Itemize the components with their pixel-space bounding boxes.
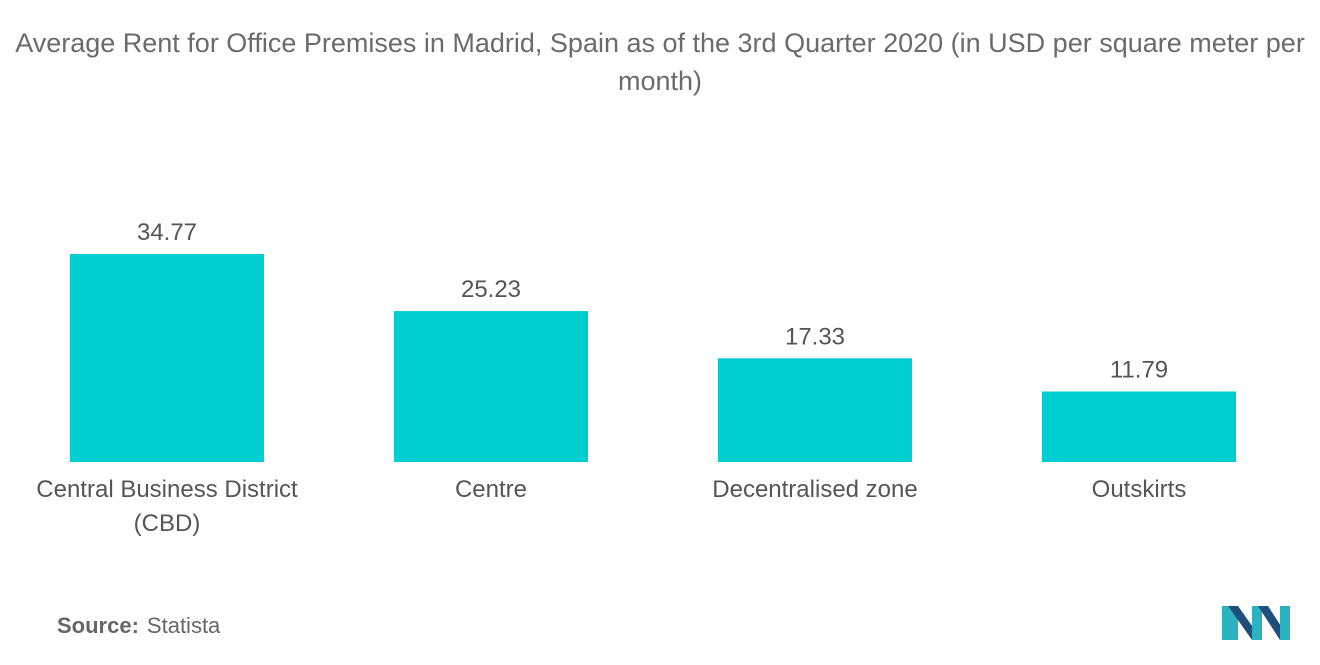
data-labels-group: 34.77 25.23 17.33 11.79 — [137, 219, 1168, 383]
data-label-0: 34.77 — [137, 219, 197, 246]
data-label-2: 17.33 — [785, 323, 845, 350]
category-labels-group: Central Business District (CBD) Centre Dece… — [36, 476, 1186, 537]
bar-chart: 34.77 25.23 17.33 11.79 Central Business Di… — [36, 219, 1236, 537]
data-label-1: 25.23 — [461, 276, 521, 303]
category-label-3: Outskirts — [1092, 476, 1187, 503]
bars-group — [70, 254, 1236, 462]
brand-logo-icon — [1222, 606, 1290, 640]
bar-3 — [1042, 391, 1236, 462]
bar-2 — [718, 358, 912, 462]
category-label-0-line-0: Central Business District — [36, 476, 298, 503]
category-label-0-line-1: (CBD) — [134, 510, 201, 537]
source-label: Source: — [57, 613, 139, 638]
bar-0 — [70, 254, 264, 462]
chart-title: Average Rent for Office Premises in Madr… — [15, 28, 1305, 96]
data-label-3: 11.79 — [1110, 356, 1168, 383]
source-note: Source: Statista — [57, 613, 220, 639]
bar-1 — [394, 311, 588, 462]
category-label-1: Centre — [455, 476, 527, 503]
source-value: Statista — [146, 613, 221, 638]
category-label-2: Decentralised zone — [712, 476, 917, 503]
